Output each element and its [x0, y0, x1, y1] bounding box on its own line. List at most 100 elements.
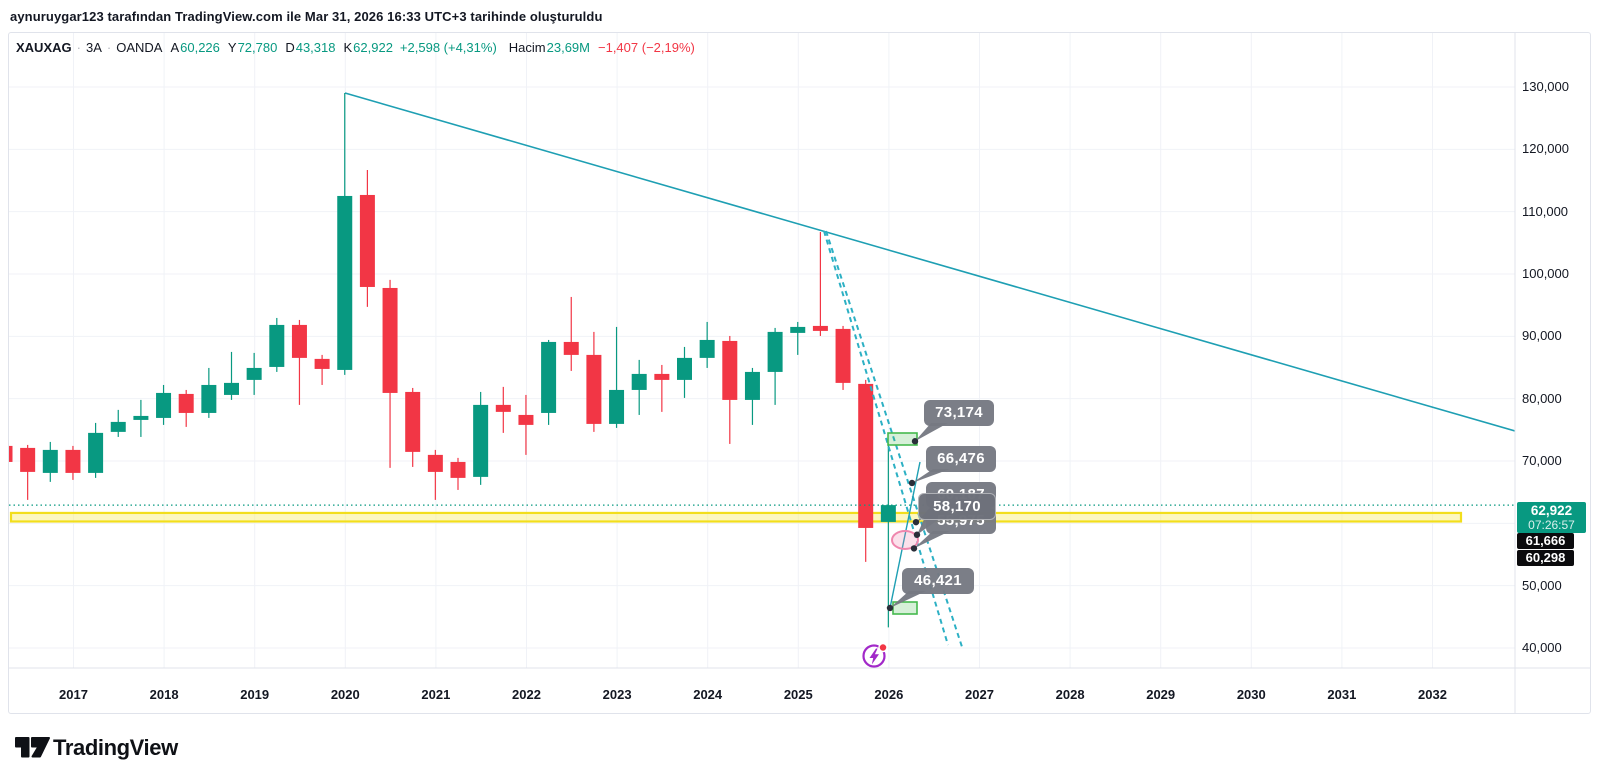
price-tick-label: 120,000 — [1522, 141, 1569, 157]
candle[interactable] — [767, 327, 783, 405]
candle[interactable] — [450, 457, 466, 490]
candle[interactable] — [65, 445, 81, 480]
legend-separator: · — [76, 39, 81, 55]
candle-body — [382, 287, 398, 393]
price-tick-label: 130,000 — [1522, 79, 1569, 94]
last-price-label: 62,922 07:26:57 — [1517, 501, 1586, 533]
candle-body — [450, 461, 466, 478]
candle-body — [767, 331, 783, 372]
candle-body — [42, 449, 58, 473]
symbol-interval: 3A — [85, 39, 102, 55]
candle-body — [586, 354, 602, 424]
year-tick-label: 2022 — [512, 687, 541, 702]
candle[interactable] — [586, 331, 602, 432]
candle[interactable] — [246, 352, 262, 395]
candle[interactable] — [609, 326, 625, 428]
candle[interactable] — [110, 409, 126, 437]
candle[interactable] — [178, 389, 194, 427]
tradingview-wordmark[interactable]: TradingView — [53, 735, 178, 760]
candle[interactable] — [563, 296, 579, 371]
callout-tail — [915, 423, 948, 442]
horizontal-price-band[interactable] — [9, 511, 1463, 523]
year-tick-label: 2024 — [693, 687, 723, 702]
high-value: 72,780 — [237, 39, 278, 55]
short-projection-line[interactable] — [889, 461, 921, 609]
candle[interactable] — [382, 279, 398, 468]
candle[interactable] — [631, 359, 647, 415]
candle[interactable] — [269, 317, 285, 372]
price-callout[interactable]: 73,174 — [924, 400, 994, 426]
candle[interactable] — [88, 422, 104, 478]
event-marker-icon[interactable] — [859, 641, 889, 671]
candle[interactable] — [677, 346, 692, 398]
candle-body — [677, 357, 692, 380]
high-label: Y — [227, 39, 237, 55]
candle-body — [563, 341, 579, 355]
candle[interactable] — [744, 367, 760, 425]
candle[interactable] — [812, 231, 828, 336]
steep-dashed-line-2[interactable] — [825, 230, 964, 651]
candle[interactable] — [201, 367, 217, 418]
tradingview-logo-icon[interactable] — [15, 737, 51, 759]
ellipse-drawing[interactable] — [891, 530, 919, 550]
candle[interactable] — [518, 394, 534, 455]
price-callout[interactable]: 58,170 — [918, 493, 996, 520]
candle[interactable] — [337, 92, 353, 375]
candle[interactable] — [156, 384, 172, 425]
candle[interactable] — [835, 325, 851, 390]
price-callout[interactable]: 46,421 — [902, 568, 974, 594]
last-price-value: 62,922 — [1530, 502, 1573, 518]
candle[interactable] — [541, 339, 557, 425]
candle[interactable] — [495, 386, 511, 433]
notification-dot — [878, 642, 888, 653]
candle-body — [246, 367, 262, 380]
candle-body — [178, 393, 194, 413]
year-tick-label: 2032 — [1418, 687, 1447, 702]
year-tick-label: 2020 — [330, 687, 360, 702]
candle-body — [156, 392, 172, 418]
year-tick-label: 2027 — [965, 687, 994, 702]
price-tick-label: 110,000 — [1522, 203, 1569, 219]
candle[interactable] — [654, 364, 670, 412]
candle-body — [473, 404, 489, 477]
candle-body — [835, 328, 851, 383]
candle-body — [880, 505, 896, 522]
candle-body — [224, 382, 239, 395]
candle[interactable] — [790, 321, 806, 355]
candle[interactable] — [314, 354, 330, 385]
candle[interactable] — [427, 449, 443, 500]
candle[interactable] — [20, 444, 36, 500]
candle-body — [495, 404, 511, 412]
callout-anchor-dot — [911, 438, 919, 445]
candle[interactable] — [0, 390, 13, 462]
symbol-name: XAUXAG — [16, 39, 72, 55]
candle[interactable] — [42, 441, 58, 482]
candle[interactable] — [405, 387, 421, 467]
candle[interactable] — [291, 319, 307, 405]
candle[interactable] — [133, 399, 149, 437]
candle-body — [405, 391, 421, 452]
year-tick-label: 2029 — [1146, 687, 1176, 702]
candle[interactable] — [880, 443, 896, 628]
price-tick-label: 50,000 — [1522, 577, 1562, 593]
candle[interactable] — [699, 321, 715, 368]
plot-area[interactable] — [0, 33, 1517, 668]
candle[interactable] — [858, 379, 874, 562]
candle[interactable] — [473, 391, 489, 485]
candle-body — [269, 324, 285, 367]
candle-body — [88, 432, 104, 473]
candle[interactable] — [359, 169, 375, 307]
legend-separator: · — [106, 39, 112, 55]
year-tick-label: 2031 — [1327, 687, 1357, 702]
candle[interactable] — [722, 335, 738, 444]
low-label: D — [285, 39, 295, 55]
price-callout[interactable]: 66,476 — [926, 446, 996, 472]
major-descending-trendline[interactable] — [344, 92, 1515, 432]
candle-body — [790, 326, 806, 333]
drawing-price-label: 61,666 — [1517, 533, 1574, 550]
year-tick-label: 2018 — [149, 687, 179, 702]
candle[interactable] — [224, 351, 239, 400]
candle-body — [541, 341, 557, 413]
